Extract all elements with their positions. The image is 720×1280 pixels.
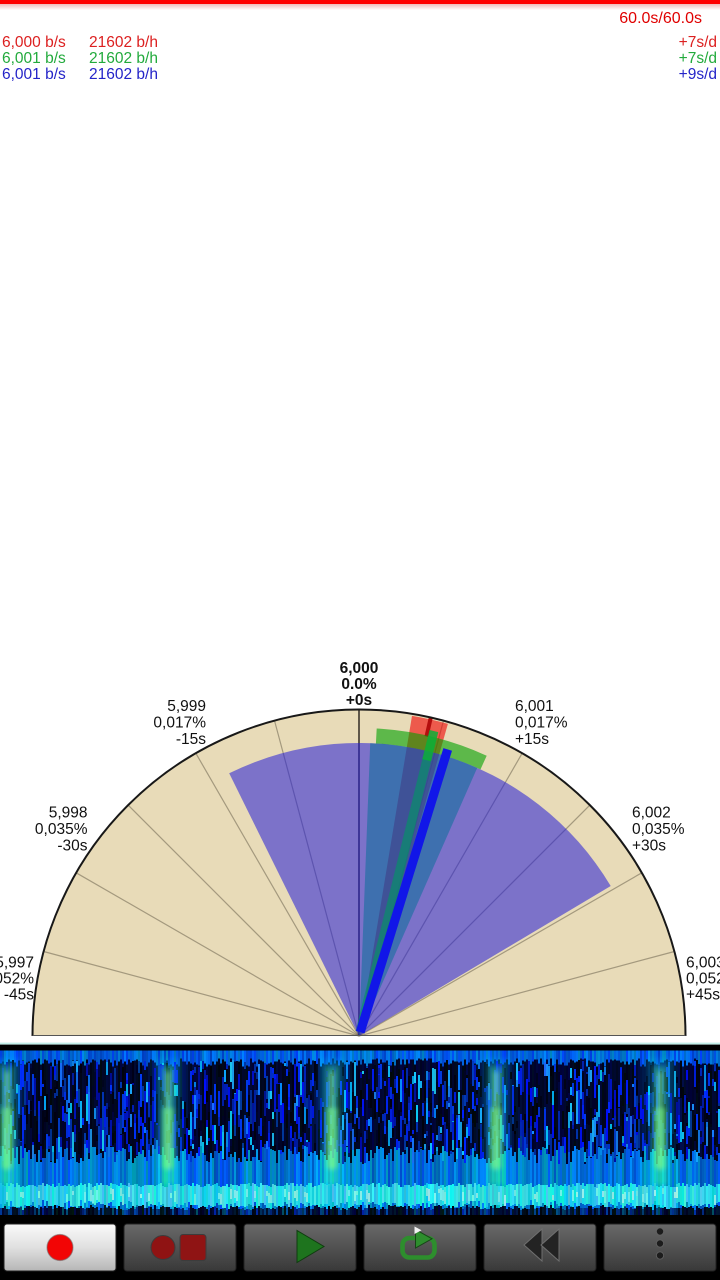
svg-text:+30s: +30s — [632, 838, 666, 855]
svg-text:0,035%: 0,035% — [632, 821, 685, 838]
svg-text:+0s: +0s — [346, 692, 372, 709]
svg-text:0,035%: 0,035% — [35, 821, 88, 838]
svg-text:5,998: 5,998 — [49, 805, 88, 822]
svg-text:6,000: 6,000 — [340, 660, 379, 677]
svg-text:6,003: 6,003 — [686, 955, 720, 972]
svg-text:-30s: -30s — [57, 838, 87, 855]
svg-text:6,001: 6,001 — [515, 698, 554, 715]
svg-text:0,052%: 0,052% — [686, 971, 720, 988]
svg-text:+15s: +15s — [515, 731, 549, 748]
svg-text:-45s: -45s — [4, 987, 34, 1004]
svg-text:0,017%: 0,017% — [515, 715, 568, 732]
svg-text:5,999: 5,999 — [167, 698, 206, 715]
svg-text:0,052%: 0,052% — [0, 971, 34, 988]
svg-text:5,997: 5,997 — [0, 955, 34, 972]
svg-text:+45s: +45s — [686, 987, 720, 1004]
svg-text:0,017%: 0,017% — [153, 715, 206, 732]
svg-text:0.0%: 0.0% — [341, 676, 377, 693]
svg-text:-15s: -15s — [176, 731, 206, 748]
svg-text:6,002: 6,002 — [632, 805, 671, 822]
